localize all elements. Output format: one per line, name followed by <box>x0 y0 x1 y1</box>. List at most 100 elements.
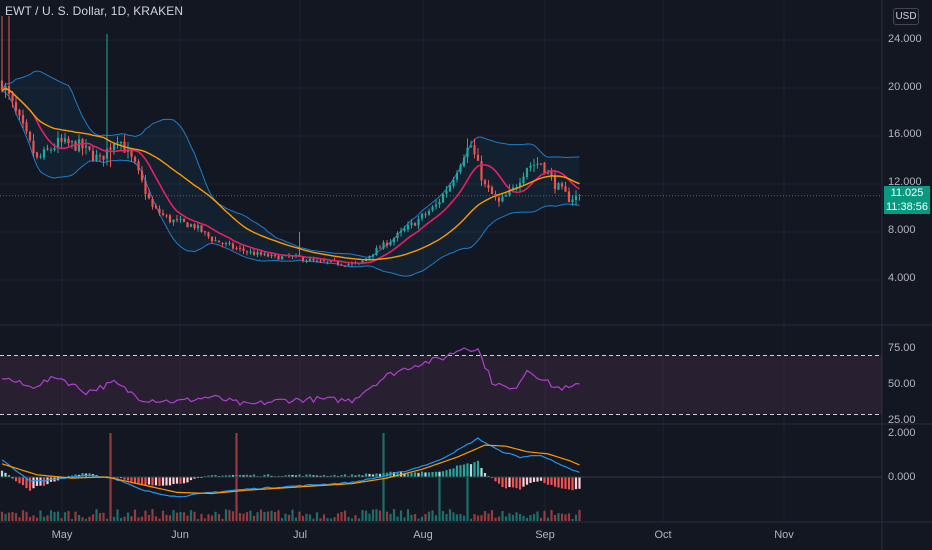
ma-slow-line <box>1 87 580 261</box>
macd-histogram-bar <box>329 475 333 477</box>
volume-bar <box>462 515 466 521</box>
volume-bar <box>469 518 473 521</box>
price-tick-label: 20.000 <box>888 81 922 93</box>
candle-body <box>60 137 63 142</box>
candle-body <box>319 260 322 262</box>
macd-histogram-bar <box>144 477 147 486</box>
macd-histogram-bar <box>74 474 77 477</box>
volume-bar <box>427 511 431 521</box>
macd-histogram-bar <box>424 472 427 477</box>
candle-body <box>249 251 252 253</box>
volume-bar <box>480 515 483 521</box>
volume-bar <box>203 518 207 521</box>
volume-bar <box>126 512 130 521</box>
volume-bar <box>102 512 105 521</box>
volume-bar <box>273 511 277 521</box>
macd-histogram-bar <box>550 477 553 485</box>
volume-bar <box>49 510 53 521</box>
volume-bar <box>326 517 329 521</box>
volume-bar <box>56 511 60 521</box>
volume-bar <box>161 510 165 521</box>
candle-body <box>259 252 263 255</box>
volume-bar <box>252 515 256 521</box>
candle-body <box>21 114 25 124</box>
volume-bar <box>364 510 368 521</box>
candle-body <box>424 214 427 216</box>
volume-bar <box>424 513 427 521</box>
volume-bar <box>91 514 95 521</box>
volume-bar <box>553 514 557 521</box>
volume-bar <box>385 511 389 521</box>
candle-body <box>154 206 158 209</box>
volume-bar <box>105 518 109 521</box>
volume-bar <box>88 516 91 521</box>
candle-body <box>427 211 431 215</box>
volume-bar <box>518 513 522 521</box>
candle-body <box>473 145 476 155</box>
volume-bar <box>560 513 564 521</box>
volume-bar <box>487 513 490 521</box>
volume-bar <box>574 514 578 521</box>
macd-histogram-bar <box>28 477 32 491</box>
candle-body <box>487 184 490 188</box>
volume-bar <box>14 513 18 521</box>
candle-body <box>557 183 560 190</box>
candle-body <box>347 263 350 266</box>
candle-body <box>378 247 382 249</box>
volume-bar <box>158 518 161 521</box>
price-pane <box>0 16 882 277</box>
macd-histogram-bar <box>266 474 270 477</box>
macd-histogram-bar <box>368 473 371 477</box>
candle-body <box>235 248 238 250</box>
time-tick-label: Jul <box>292 529 308 541</box>
macd-histogram-bar <box>354 475 357 477</box>
macd-histogram-bar <box>361 475 364 477</box>
candle-body <box>511 187 515 190</box>
rsi-pane <box>0 347 882 415</box>
macd-histogram-bar <box>315 475 319 477</box>
volume-bar <box>445 514 448 521</box>
volume-bar <box>301 515 305 521</box>
candle-body <box>28 131 32 141</box>
currency-button[interactable]: USD <box>893 8 919 25</box>
volume-bar <box>319 518 322 521</box>
rsi-band <box>0 355 882 415</box>
macd-histogram-bar <box>417 472 420 477</box>
candle-body <box>410 222 413 226</box>
macd-histogram-bar <box>462 464 466 477</box>
rsi-line <box>1 347 580 406</box>
candle-body <box>147 193 151 199</box>
candle-body <box>497 197 501 202</box>
candle-body <box>39 156 42 158</box>
candle-body <box>35 152 39 158</box>
volume-bar <box>42 516 46 521</box>
volume-bar <box>21 510 25 521</box>
volume-bar <box>259 509 263 521</box>
candle-body <box>305 260 308 262</box>
macd-histogram-bar <box>231 475 235 477</box>
macd-histogram-bar <box>452 468 455 477</box>
candle-body <box>399 230 403 233</box>
candle-body <box>242 248 245 251</box>
volume-bar <box>249 510 252 521</box>
macd-histogram-bar <box>0 470 4 477</box>
candle-body <box>403 228 406 231</box>
macd-histogram-bar <box>277 475 280 477</box>
volume-bar <box>144 510 147 521</box>
candle-body <box>49 149 53 151</box>
volume-bar <box>228 509 231 521</box>
bollinger-lower-line <box>1 90 580 277</box>
volume-bar <box>39 510 42 521</box>
macd-histogram-bar <box>32 477 35 489</box>
candle-body <box>371 254 375 257</box>
macd-histogram-bar <box>448 468 452 477</box>
volume-bar <box>459 514 462 521</box>
macd-histogram-bar <box>539 477 543 481</box>
macd-histogram-bar <box>18 477 21 484</box>
volume-bar <box>196 518 200 521</box>
volume-bar <box>329 518 333 521</box>
volume-bar <box>25 511 28 521</box>
candle-body <box>175 219 179 221</box>
macd-histogram-bar <box>515 477 518 489</box>
